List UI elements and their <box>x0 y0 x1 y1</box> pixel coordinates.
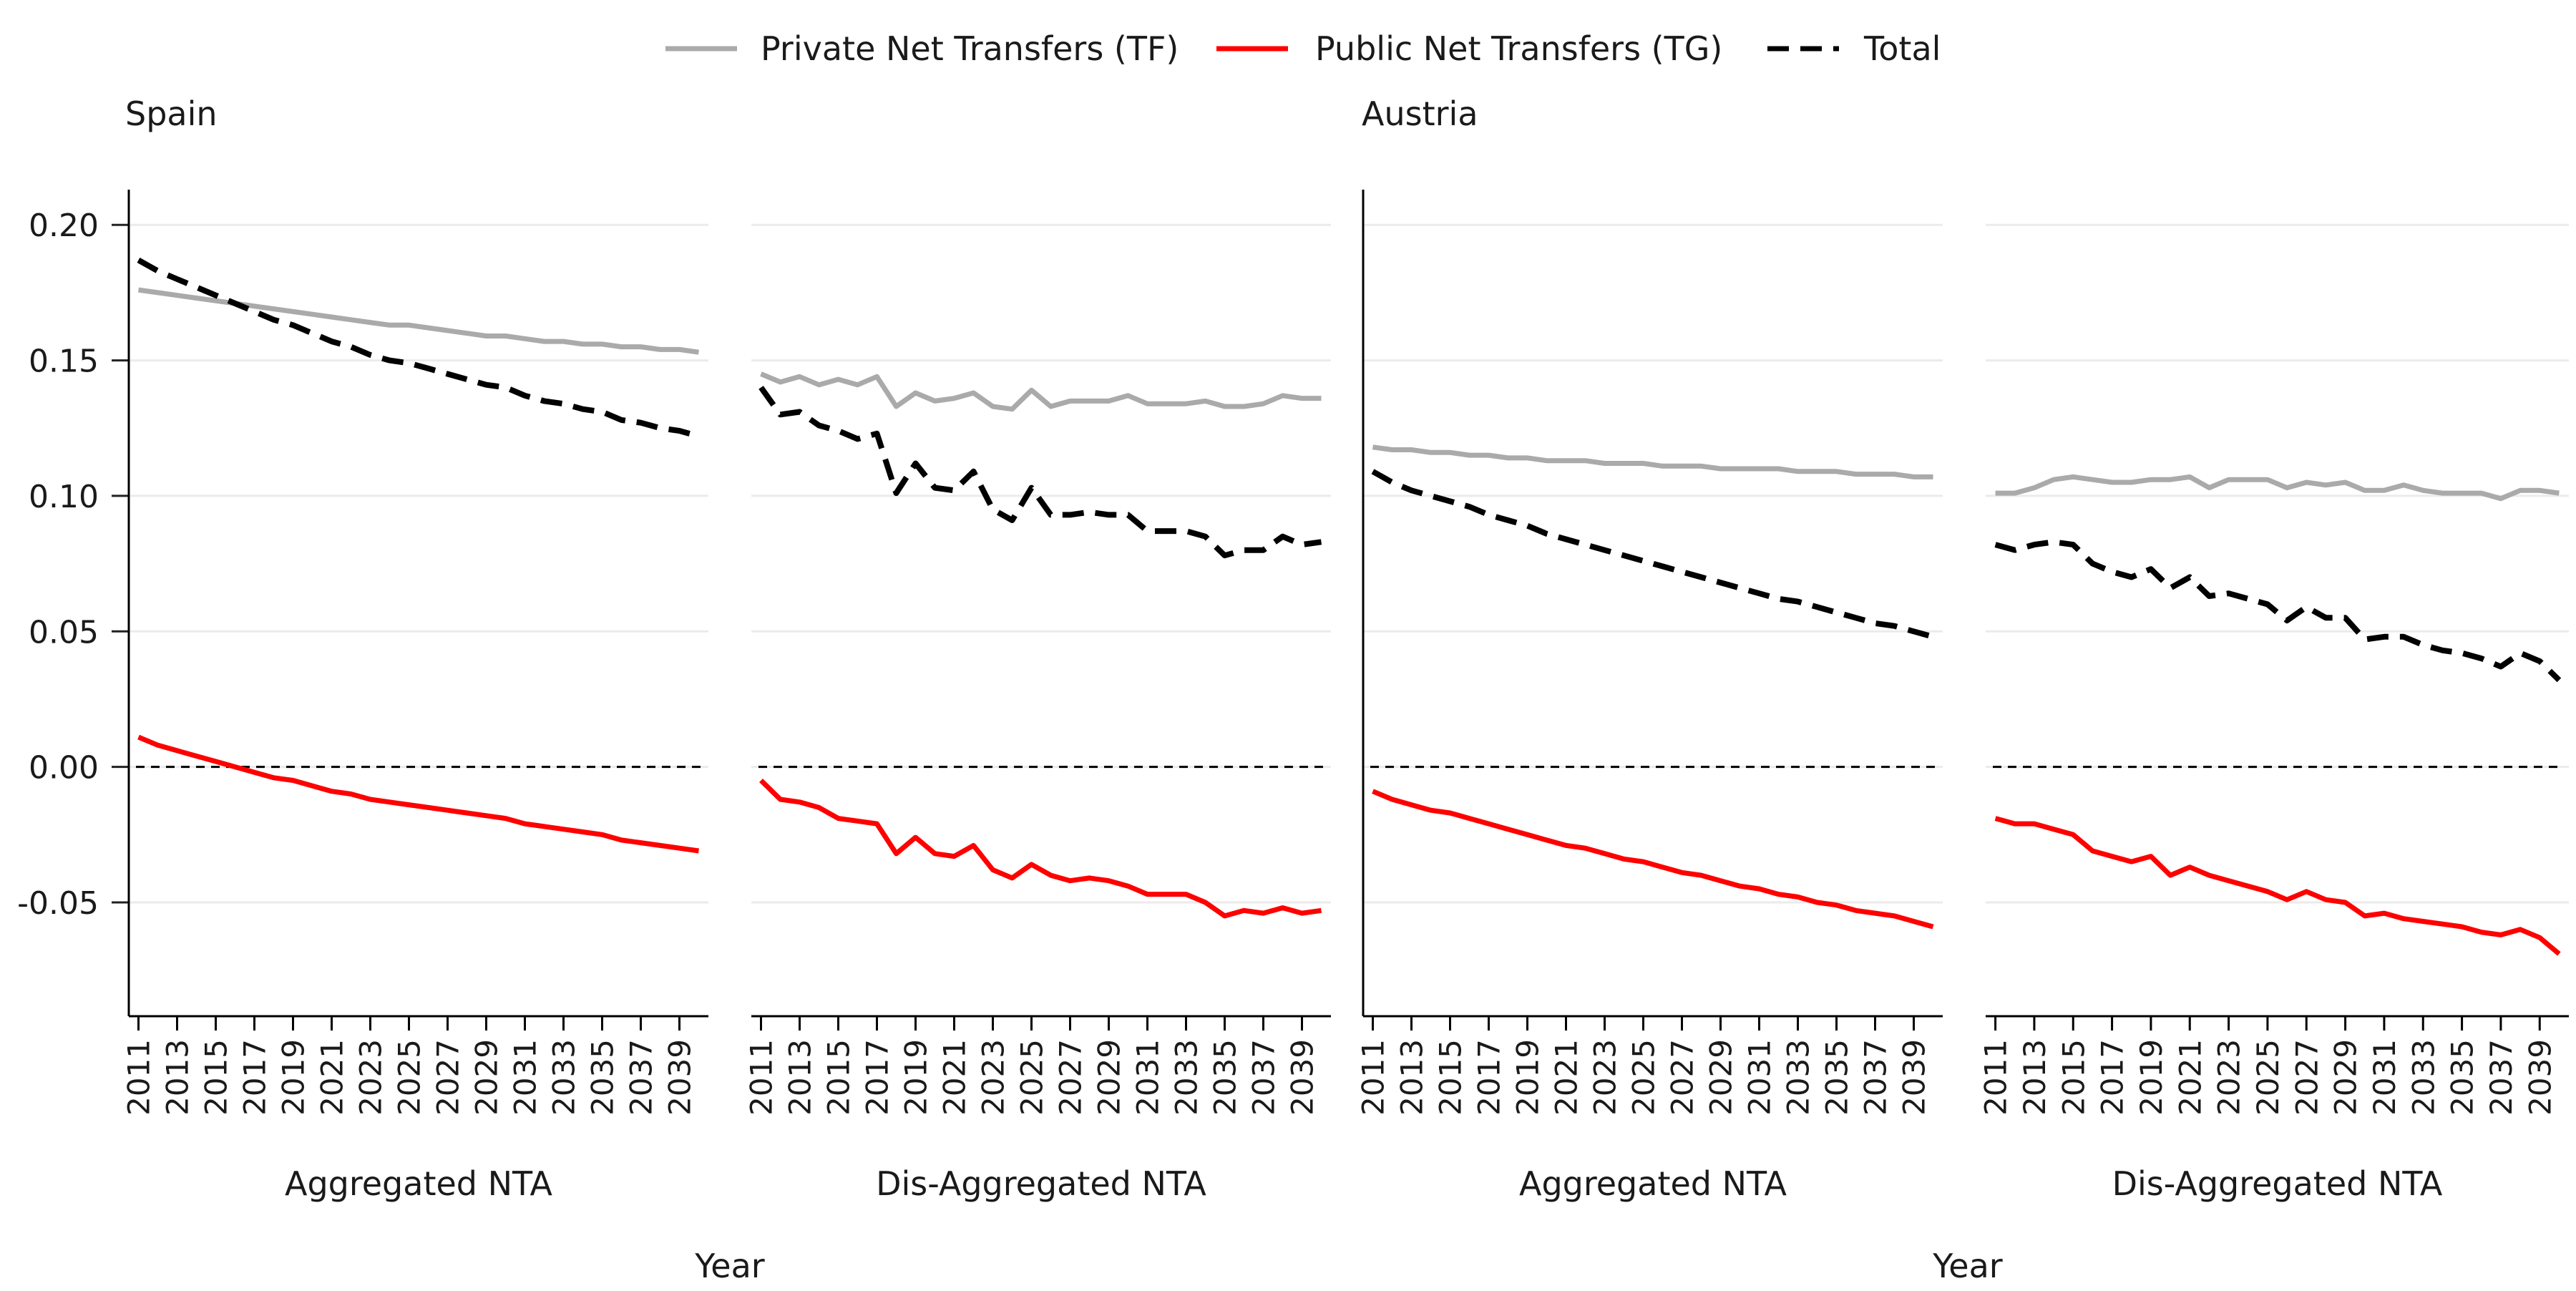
x-tick-label: 2037 <box>1246 1039 1282 1116</box>
panel-spain-dis-aggregated-nta: 2011 2013 2015 2017 2019 2021 2023 2025 2027 2029… <box>744 223 1331 1203</box>
x-tick-label: 2027 <box>1053 1039 1088 1116</box>
x-tick-label: 2025 <box>392 1039 427 1116</box>
x-tick-label: 2037 <box>1858 1039 1893 1116</box>
x-tick-label: 2013 <box>783 1039 818 1116</box>
x-tick-label: 2019 <box>276 1039 311 1116</box>
x-tick-label: 2017 <box>860 1039 895 1116</box>
x-tick-label: 2033 <box>2406 1039 2441 1116</box>
x-tick-label: 2017 <box>238 1039 273 1116</box>
panel-label-dis-aggregated-nta: Dis-Aggregated NTA <box>876 1164 1206 1203</box>
country-title-spain: Spain <box>125 94 218 133</box>
x-tick-label: 2019 <box>1511 1039 1546 1116</box>
x-tick-label: 2035 <box>2445 1039 2480 1116</box>
series-line-total <box>1371 469 1934 640</box>
x-axis-title: Year <box>1932 1247 2002 1285</box>
panel-austria-dis-aggregated-nta: 2011 2013 2015 2017 2019 2021 2023 2025 2027 2029… <box>1979 223 2569 1203</box>
series-line-public-net-transfers-tg <box>1994 816 2561 956</box>
x-tick-label: 2023 <box>2212 1039 2247 1116</box>
x-tick-label: 2031 <box>1131 1039 1166 1116</box>
panel-austria-aggregated-nta: 2011 2013 2015 2017 2019 2021 2023 2025 2027 2029… <box>1356 190 1943 1203</box>
panel-label-dis-aggregated-nta: Dis-Aggregated NTA <box>2112 1164 2443 1203</box>
y-tick-label: 0.15 <box>29 344 99 380</box>
panel-label-aggregated-nta: Aggregated NTA <box>1519 1164 1787 1203</box>
x-tick-label: 2029 <box>1704 1039 1739 1116</box>
x-tick-label: 2029 <box>1092 1039 1127 1116</box>
series-line-private-net-transfers-tf <box>1372 444 1933 479</box>
legend: Private Net Transfers (TF) Public Net Tra… <box>665 29 1941 68</box>
x-tick-label: 2029 <box>469 1039 504 1116</box>
x-tick-label: 2011 <box>1979 1039 2014 1116</box>
x-tick-label: 2025 <box>2250 1039 2285 1116</box>
x-tick-label: 2015 <box>1433 1039 1468 1116</box>
series-line-public-net-transfers-tg <box>759 779 1322 919</box>
y-tick-label: 0.05 <box>29 614 99 651</box>
series-line-private-net-transfers-tf <box>1995 474 2560 502</box>
x-tick-label: 2033 <box>547 1039 582 1116</box>
x-tick-label: 2019 <box>899 1039 934 1116</box>
legend-label-public-net-transfers-tg: Public Net Transfers (TG) <box>1315 29 1722 68</box>
x-tick-label: 2019 <box>2134 1039 2169 1116</box>
x-tick-label: 2035 <box>1820 1039 1855 1116</box>
x-tick-label: 2027 <box>2289 1039 2324 1116</box>
series-line-public-net-transfers-tg <box>1372 789 1934 930</box>
x-tick-label: 2013 <box>1395 1039 1430 1116</box>
x-tick-label: 2021 <box>937 1039 972 1116</box>
x-tick-label: 2039 <box>1897 1039 1932 1116</box>
x-tick-label: 2027 <box>431 1039 466 1116</box>
country-title-austria: Austria <box>1362 94 1478 133</box>
x-tick-label: 2037 <box>2484 1039 2519 1116</box>
series-line-total <box>1994 539 2562 683</box>
x-tick-label: 2035 <box>1208 1039 1243 1116</box>
x-tick-label: 2023 <box>1588 1039 1623 1116</box>
x-tick-label: 2011 <box>122 1039 157 1116</box>
x-tick-label: 2011 <box>744 1039 779 1116</box>
x-tick-label: 2015 <box>199 1039 234 1116</box>
legend-label-private-net-transfers-tf: Private Net Transfers (TF) <box>761 29 1179 68</box>
x-tick-label: 2037 <box>624 1039 659 1116</box>
x-tick-label: 2035 <box>585 1039 620 1116</box>
x-tick-label: 2031 <box>1742 1039 1777 1116</box>
legend-label-total: Total <box>1863 29 1941 68</box>
y-tick-label: -0.05 <box>17 885 99 922</box>
series-line-total <box>137 258 700 439</box>
y-tick-label: 0.00 <box>29 750 99 786</box>
x-tick-label: 2025 <box>1626 1039 1662 1116</box>
x-tick-label: 2017 <box>1472 1039 1507 1116</box>
x-tick-label: 2011 <box>1356 1039 1391 1116</box>
x-tick-label: 2033 <box>1169 1039 1204 1116</box>
x-tick-label: 2025 <box>1015 1039 1050 1116</box>
x-tick-label: 2023 <box>353 1039 389 1116</box>
x-tick-label: 2017 <box>2095 1039 2130 1116</box>
x-tick-label: 2039 <box>2522 1039 2557 1116</box>
x-tick-label: 2021 <box>1549 1039 1584 1116</box>
x-tick-label: 2021 <box>2172 1039 2207 1116</box>
series-line-public-net-transfers-tg <box>137 734 699 854</box>
x-tick-label: 2015 <box>2056 1039 2091 1116</box>
x-tick-label: 2013 <box>160 1039 195 1116</box>
y-tick-label: 0.20 <box>29 208 99 244</box>
series-line-private-net-transfers-tf <box>138 287 699 355</box>
series-line-private-net-transfers-tf <box>760 371 1322 412</box>
series-line-total <box>758 386 1322 559</box>
x-tick-label: 2029 <box>2328 1039 2363 1116</box>
x-axis-title: Year <box>694 1247 764 1285</box>
y-tick-label: 0.10 <box>29 479 99 515</box>
x-tick-label: 2013 <box>2017 1039 2052 1116</box>
x-tick-label: 2031 <box>508 1039 543 1116</box>
x-tick-label: 2033 <box>1781 1039 1816 1116</box>
panel-label-aggregated-nta: Aggregated NTA <box>285 1164 553 1203</box>
x-tick-label: 2015 <box>821 1039 857 1116</box>
x-tick-label: 2023 <box>976 1039 1011 1116</box>
panel-spain-aggregated-nta: 2011 2013 2015 2017 2019 2021 2023 2025 2027 2029… <box>122 190 708 1203</box>
x-tick-label: 2021 <box>315 1039 350 1116</box>
x-tick-label: 2031 <box>2367 1039 2402 1116</box>
x-tick-label: 2039 <box>1285 1039 1320 1116</box>
x-tick-label: 2027 <box>1665 1039 1700 1116</box>
x-tick-label: 2039 <box>663 1039 698 1116</box>
